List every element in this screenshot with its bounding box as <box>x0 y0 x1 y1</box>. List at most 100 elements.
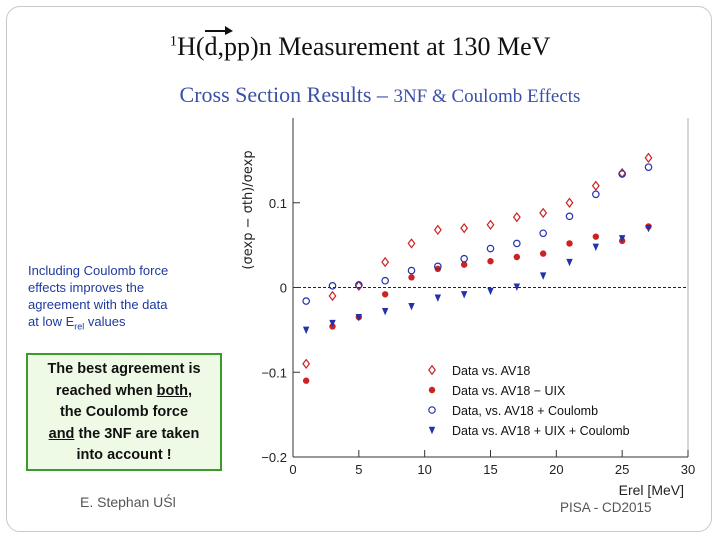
slide-frame <box>6 6 712 532</box>
data-point-series-3 <box>434 262 442 271</box>
data-point-series-3 <box>407 266 416 275</box>
note1-line: agreement with the data <box>28 297 168 312</box>
y-tick-label: 0.1 <box>269 196 287 211</box>
legend-label: Data vs. AV18 <box>452 364 530 378</box>
data-point-series-3 <box>513 239 521 248</box>
note2-text: , <box>188 382 193 399</box>
data-point-series-3 <box>328 282 337 290</box>
note2-line: the Coulomb force <box>59 404 189 420</box>
x-tick-label: 5 <box>355 462 362 477</box>
best-agreement-box: The best agreement is reached when both,… <box>26 353 222 471</box>
data-point-series-3 <box>592 190 600 199</box>
data-point-series-4 <box>539 272 547 280</box>
footer-author: E. Stephan UŚl <box>80 494 176 510</box>
data-point-series-4 <box>355 313 363 322</box>
data-point-series-1 <box>539 207 548 219</box>
note1-erel-post: values <box>84 314 126 329</box>
x-tick-label: 20 <box>549 462 563 477</box>
y-tick-label: −0.1 <box>261 365 287 380</box>
note2-line: The best agreement is <box>47 361 201 377</box>
x-tick-label: 15 <box>483 462 497 477</box>
data-point-series-2 <box>302 377 310 384</box>
legend-label: Data vs. AV18 + UIX + Coulomb <box>452 424 630 438</box>
note2-text: reached when <box>55 382 157 399</box>
note1-line: effects improves the <box>28 280 145 295</box>
data-point-series-3 <box>302 297 310 305</box>
legend-label: Data vs. AV18 − UIX <box>452 384 566 398</box>
data-point-series-4 <box>566 258 573 267</box>
data-point-series-1 <box>512 211 521 223</box>
data-point-series-1 <box>565 197 574 208</box>
y-tick-label: −0.2 <box>261 450 287 465</box>
data-point-series-3 <box>618 170 626 178</box>
data-point-series-4 <box>434 294 442 302</box>
data-point-series-4 <box>618 235 626 243</box>
data-point-series-2 <box>408 274 415 281</box>
legend-marker <box>428 426 436 435</box>
x-tick-label: 10 <box>417 462 431 477</box>
legend-marker <box>428 406 436 414</box>
data-point-series-2 <box>381 291 389 298</box>
data-point-series-2 <box>592 233 600 240</box>
data-point-series-3 <box>355 281 363 289</box>
data-point-series-1 <box>460 222 469 234</box>
data-point-series-1 <box>433 224 442 236</box>
coulomb-note: Including Coulomb force effects improves… <box>28 262 228 336</box>
data-point-series-4 <box>645 224 652 233</box>
legend-label: Data, vs. AV18 + Coulomb <box>452 404 598 418</box>
data-point-series-3 <box>381 276 389 285</box>
x-tick-label: 30 <box>681 462 695 477</box>
data-point-series-4 <box>329 319 336 328</box>
title-post: ,pp)n Measurement at 130 MeV <box>217 32 551 61</box>
data-point-series-2 <box>487 258 494 265</box>
note1-line: Including Coulomb force <box>28 263 169 278</box>
subtitle-main: Cross Section Results – <box>179 82 388 107</box>
data-point-series-1 <box>644 152 653 164</box>
note2-text: the 3NF are taken <box>74 425 200 442</box>
data-point-series-2 <box>566 240 573 247</box>
data-point-series-2 <box>539 250 547 257</box>
title-d-vector: d <box>204 26 233 62</box>
y-axis-label: (σexp − σth)/σexp <box>241 150 256 269</box>
title-superscript: 1 <box>169 33 178 50</box>
data-point-series-1 <box>591 180 600 191</box>
note2-underlined: both <box>156 382 189 399</box>
data-point-series-4 <box>460 291 468 299</box>
data-point-series-1 <box>486 219 495 230</box>
x-axis-label: Erel [MeV] <box>619 482 684 498</box>
data-point-series-4 <box>302 326 310 335</box>
vector-arrow-icon <box>204 26 233 35</box>
legend-marker <box>428 386 436 394</box>
data-point-series-1 <box>381 256 390 268</box>
data-point-series-1 <box>407 238 416 249</box>
data-point-series-1 <box>302 358 311 369</box>
data-point-series-3 <box>565 212 574 221</box>
note2-underlined: and <box>48 425 75 442</box>
note2-line: into account ! <box>76 447 172 463</box>
data-point-series-4 <box>513 283 521 291</box>
legend-marker <box>428 364 436 376</box>
title-d: d <box>204 32 218 61</box>
footer-conference: PISA - CD2015 <box>560 500 652 515</box>
data-point-series-3 <box>644 163 653 171</box>
data-point-series-1 <box>328 290 337 302</box>
note1-erel-pre: at low E <box>28 314 75 329</box>
data-point-series-1 <box>354 280 363 291</box>
data-point-series-3 <box>486 244 495 253</box>
data-point-series-3 <box>460 254 468 263</box>
y-tick-label: 0 <box>280 281 287 296</box>
slide-title: 1H(d,pp)n Measurement at 130 MeV <box>0 26 720 62</box>
data-point-series-3 <box>539 229 547 238</box>
data-point-series-2 <box>434 265 442 273</box>
note2-line: reached when both, <box>28 381 220 403</box>
slide-subtitle: Cross Section Results – 3NF & Coulomb Ef… <box>0 82 720 108</box>
note2-line: and the 3NF are taken <box>28 424 220 446</box>
data-point-series-4 <box>487 287 494 296</box>
subtitle-rest: 3NF & Coulomb Effects <box>393 86 581 107</box>
data-point-series-2 <box>460 261 468 268</box>
data-point-series-4 <box>592 243 600 252</box>
data-point-series-2 <box>513 253 521 261</box>
data-point-series-4 <box>408 302 415 311</box>
data-point-series-4 <box>381 308 389 316</box>
